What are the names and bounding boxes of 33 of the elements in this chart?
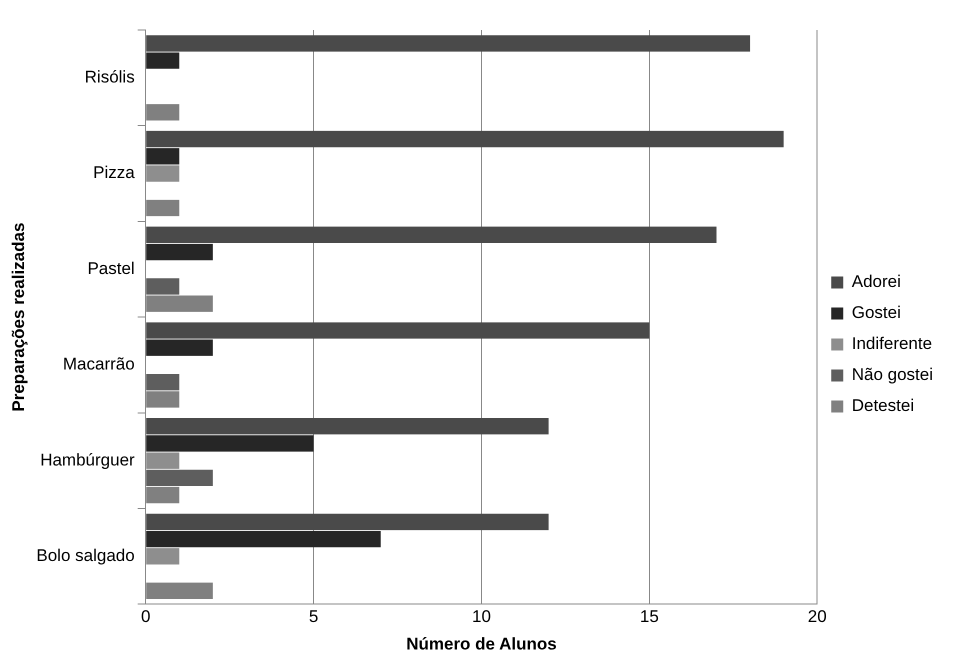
bar (146, 435, 314, 452)
bar (146, 374, 180, 390)
bar (146, 530, 381, 548)
bar (146, 322, 650, 339)
bar (146, 418, 549, 434)
x-tick-label: 20 (808, 607, 827, 626)
bar (146, 35, 750, 52)
y-tick-label: Pizza (93, 163, 136, 182)
x-tick-label: 0 (140, 607, 150, 626)
y-tick-label: Risólis (84, 68, 135, 87)
x-axis-title: Número de Alunos (406, 634, 557, 654)
y-tick-label: Macarrão (62, 354, 135, 374)
legend-label: Indiferente (852, 334, 932, 354)
bar (146, 130, 784, 148)
legend-label: Gostei (852, 303, 901, 322)
bar (146, 148, 180, 165)
y-tick-label: Bolo salgado (36, 546, 135, 566)
legend-label: Não gostei (852, 365, 934, 384)
bar (146, 470, 213, 486)
x-tick-label: 15 (640, 607, 659, 626)
bar (146, 514, 549, 530)
x-tick-label: 5 (308, 607, 318, 626)
bar (146, 52, 180, 69)
legend-label: Adorei (852, 272, 901, 292)
legend-label: Detestei (852, 396, 914, 416)
y-axis-title: Preparações realizadas (8, 222, 28, 412)
y-tick-label: Hambúrguer (40, 450, 136, 470)
bar (146, 340, 213, 356)
bar (146, 226, 716, 243)
bar (146, 244, 213, 260)
x-tick-label: 10 (472, 607, 491, 626)
bar (146, 278, 180, 295)
y-tick-label: Pastel (87, 258, 135, 278)
